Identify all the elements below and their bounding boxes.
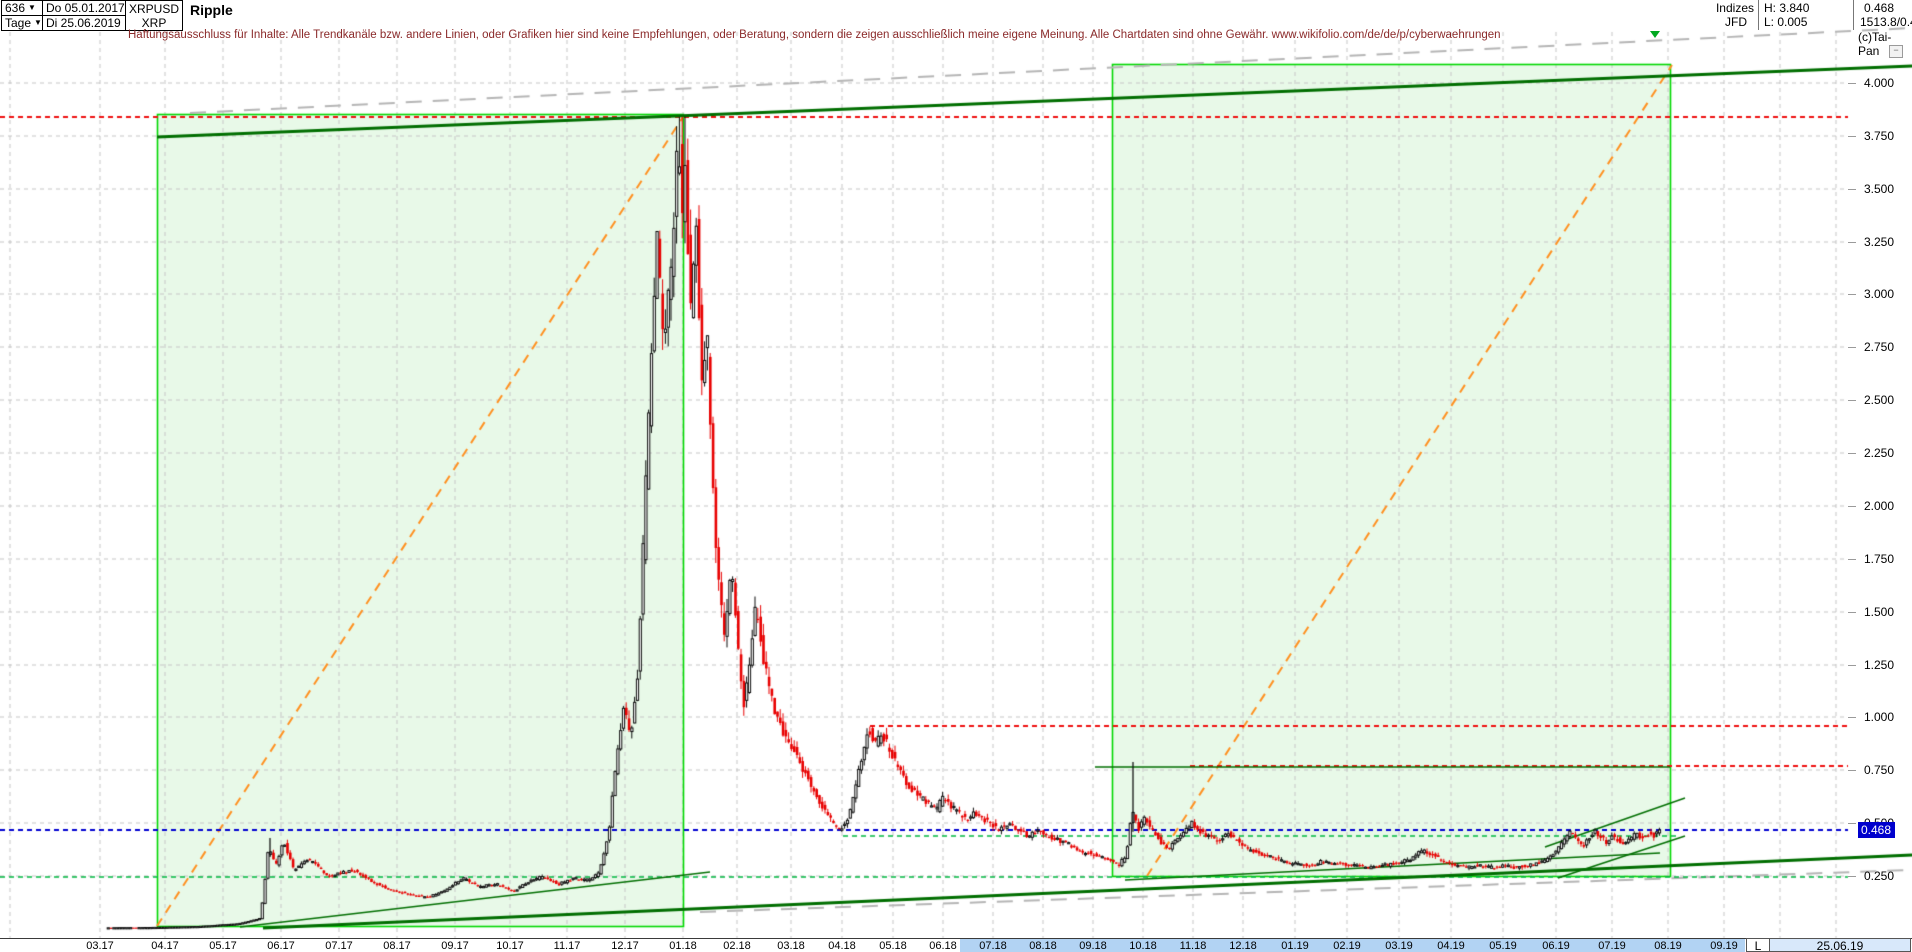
period-high-label: H: 3.840 [1764, 1, 1810, 15]
time-axis-label: 10.17 [496, 940, 524, 952]
price-axis-label: 2.750 [1864, 340, 1895, 354]
price-axis-label: 1.750 [1864, 552, 1895, 566]
time-axis-border [0, 938, 1912, 939]
price-axis-tick [1848, 770, 1856, 771]
symbol-short-cell: XRP [125, 15, 183, 31]
trendline-marker-icon [1650, 31, 1660, 38]
time-axis-label: 07.18 [979, 940, 1007, 952]
price-axis-label: 2.000 [1864, 499, 1895, 513]
time-axis-label: 08.19 [1654, 940, 1682, 952]
price-axis-tick [1848, 559, 1856, 560]
time-axis-label: 12.18 [1229, 940, 1257, 952]
price-axis-tick [1848, 453, 1856, 454]
price-axis-tick [1848, 506, 1856, 507]
symbol-short-value: XRP [141, 15, 167, 30]
price-axis-label: 0.250 [1864, 869, 1895, 883]
time-axis-label: 07.19 [1598, 940, 1626, 952]
price-axis-label: 4.000 [1864, 76, 1895, 90]
volume-info: 1513.8/0.4 [1860, 15, 1912, 29]
time-axis-label: 01.19 [1281, 940, 1309, 952]
price-axis-tick [1848, 83, 1856, 84]
time-axis-label: 03.18 [777, 940, 805, 952]
time-axis-label: 10.18 [1129, 940, 1157, 952]
header-separator [1758, 0, 1759, 30]
symbol-cell: XRPUSD [125, 0, 183, 16]
price-axis-tick [1848, 717, 1856, 718]
header-separator [1853, 0, 1854, 30]
time-axis-highlight [960, 939, 1745, 952]
price-axis-label: 2.500 [1864, 393, 1895, 407]
disclaimer-text: Haftungsausschluss für Inhalte: Alle Tre… [128, 29, 1501, 41]
start-date-value: Do 05.01.2017 [46, 1, 125, 15]
time-axis-label: 03.19 [1385, 940, 1413, 952]
time-axis-label: 09.17 [441, 940, 469, 952]
time-axis-label: 02.18 [723, 940, 751, 952]
collapse-button[interactable]: − [1889, 45, 1903, 58]
price-axis-tick [1848, 400, 1856, 401]
time-axis-label: 02.19 [1333, 940, 1361, 952]
price-axis-tick [1848, 189, 1856, 190]
time-axis-label: 07.17 [325, 940, 353, 952]
price-axis-label: 0.750 [1864, 763, 1895, 777]
time-axis-label: 05.19 [1489, 940, 1517, 952]
current-date-cell[interactable]: 25.06.19 [1769, 938, 1911, 952]
price-axis-tick [1848, 823, 1856, 824]
start-date-cell[interactable]: Do 05.01.2017 [42, 0, 126, 16]
copyright-label: (c)Tai-Pan [1858, 30, 1892, 58]
price-axis-label: 1.000 [1864, 710, 1895, 724]
symbol-value: XRPUSD [129, 1, 180, 16]
price-axis-tick [1848, 665, 1856, 666]
chevron-down-icon: ▼ [34, 18, 42, 27]
price-axis-tick [1848, 612, 1856, 613]
period-dropdown[interactable]: Tage ▼ [1, 15, 43, 31]
time-axis-label: 09.18 [1079, 940, 1107, 952]
time-axis-label: 05.18 [879, 940, 907, 952]
time-axis-label: 08.17 [383, 940, 411, 952]
chevron-down-icon: ▼ [28, 3, 36, 12]
end-date-cell[interactable]: Di 25.06.2019 [42, 15, 126, 31]
time-axis-label: 06.19 [1542, 940, 1570, 952]
time-axis-label: 08.18 [1029, 940, 1057, 952]
instrument-title: Ripple [190, 2, 233, 18]
last-marker-cell[interactable]: L [1746, 938, 1770, 952]
period-low-label: L: 0.005 [1764, 15, 1808, 29]
time-axis-label: 04.18 [828, 940, 856, 952]
last-price-header: 0.468 [1864, 1, 1895, 15]
time-axis-label: 12.17 [611, 940, 639, 952]
price-axis-tick [1848, 347, 1856, 348]
period-value: Tage [5, 16, 32, 30]
time-axis-label: 06.18 [929, 940, 957, 952]
time-axis-label: 09.19 [1710, 940, 1738, 952]
time-axis-label: 01.18 [669, 940, 697, 952]
indices-label: Indizes [1715, 1, 1754, 15]
price-axis-label: 1.250 [1864, 658, 1895, 672]
time-axis-label: 06.17 [267, 940, 295, 952]
price-axis-label: 3.750 [1864, 129, 1895, 143]
time-axis-label: 03.17 [86, 940, 114, 952]
time-axis-label: 04.19 [1437, 940, 1465, 952]
price-axis-label: 3.500 [1864, 182, 1895, 196]
time-axis-label: 04.17 [151, 940, 179, 952]
price-axis-tick [1848, 876, 1856, 877]
current-price-tag: 0.468 [1858, 822, 1896, 838]
time-axis-label: 11.18 [1179, 940, 1207, 952]
price-axis-label: 1.500 [1864, 605, 1895, 619]
price-axis-label: 2.250 [1864, 446, 1895, 460]
bars-count-value: 636 [5, 1, 26, 15]
price-axis-tick [1848, 242, 1856, 243]
price-axis-tick [1848, 294, 1856, 295]
end-date-value: Di 25.06.2019 [46, 16, 121, 30]
bars-count-dropdown[interactable]: 636 ▼ [1, 0, 43, 16]
time-axis-label: 05.17 [209, 940, 237, 952]
price-axis-tick [1848, 136, 1856, 137]
feed-label: JFD [1725, 15, 1747, 29]
price-axis-label: 3.250 [1864, 235, 1895, 249]
price-axis-label: 3.000 [1864, 287, 1895, 301]
time-axis-label: 11.17 [553, 940, 581, 952]
